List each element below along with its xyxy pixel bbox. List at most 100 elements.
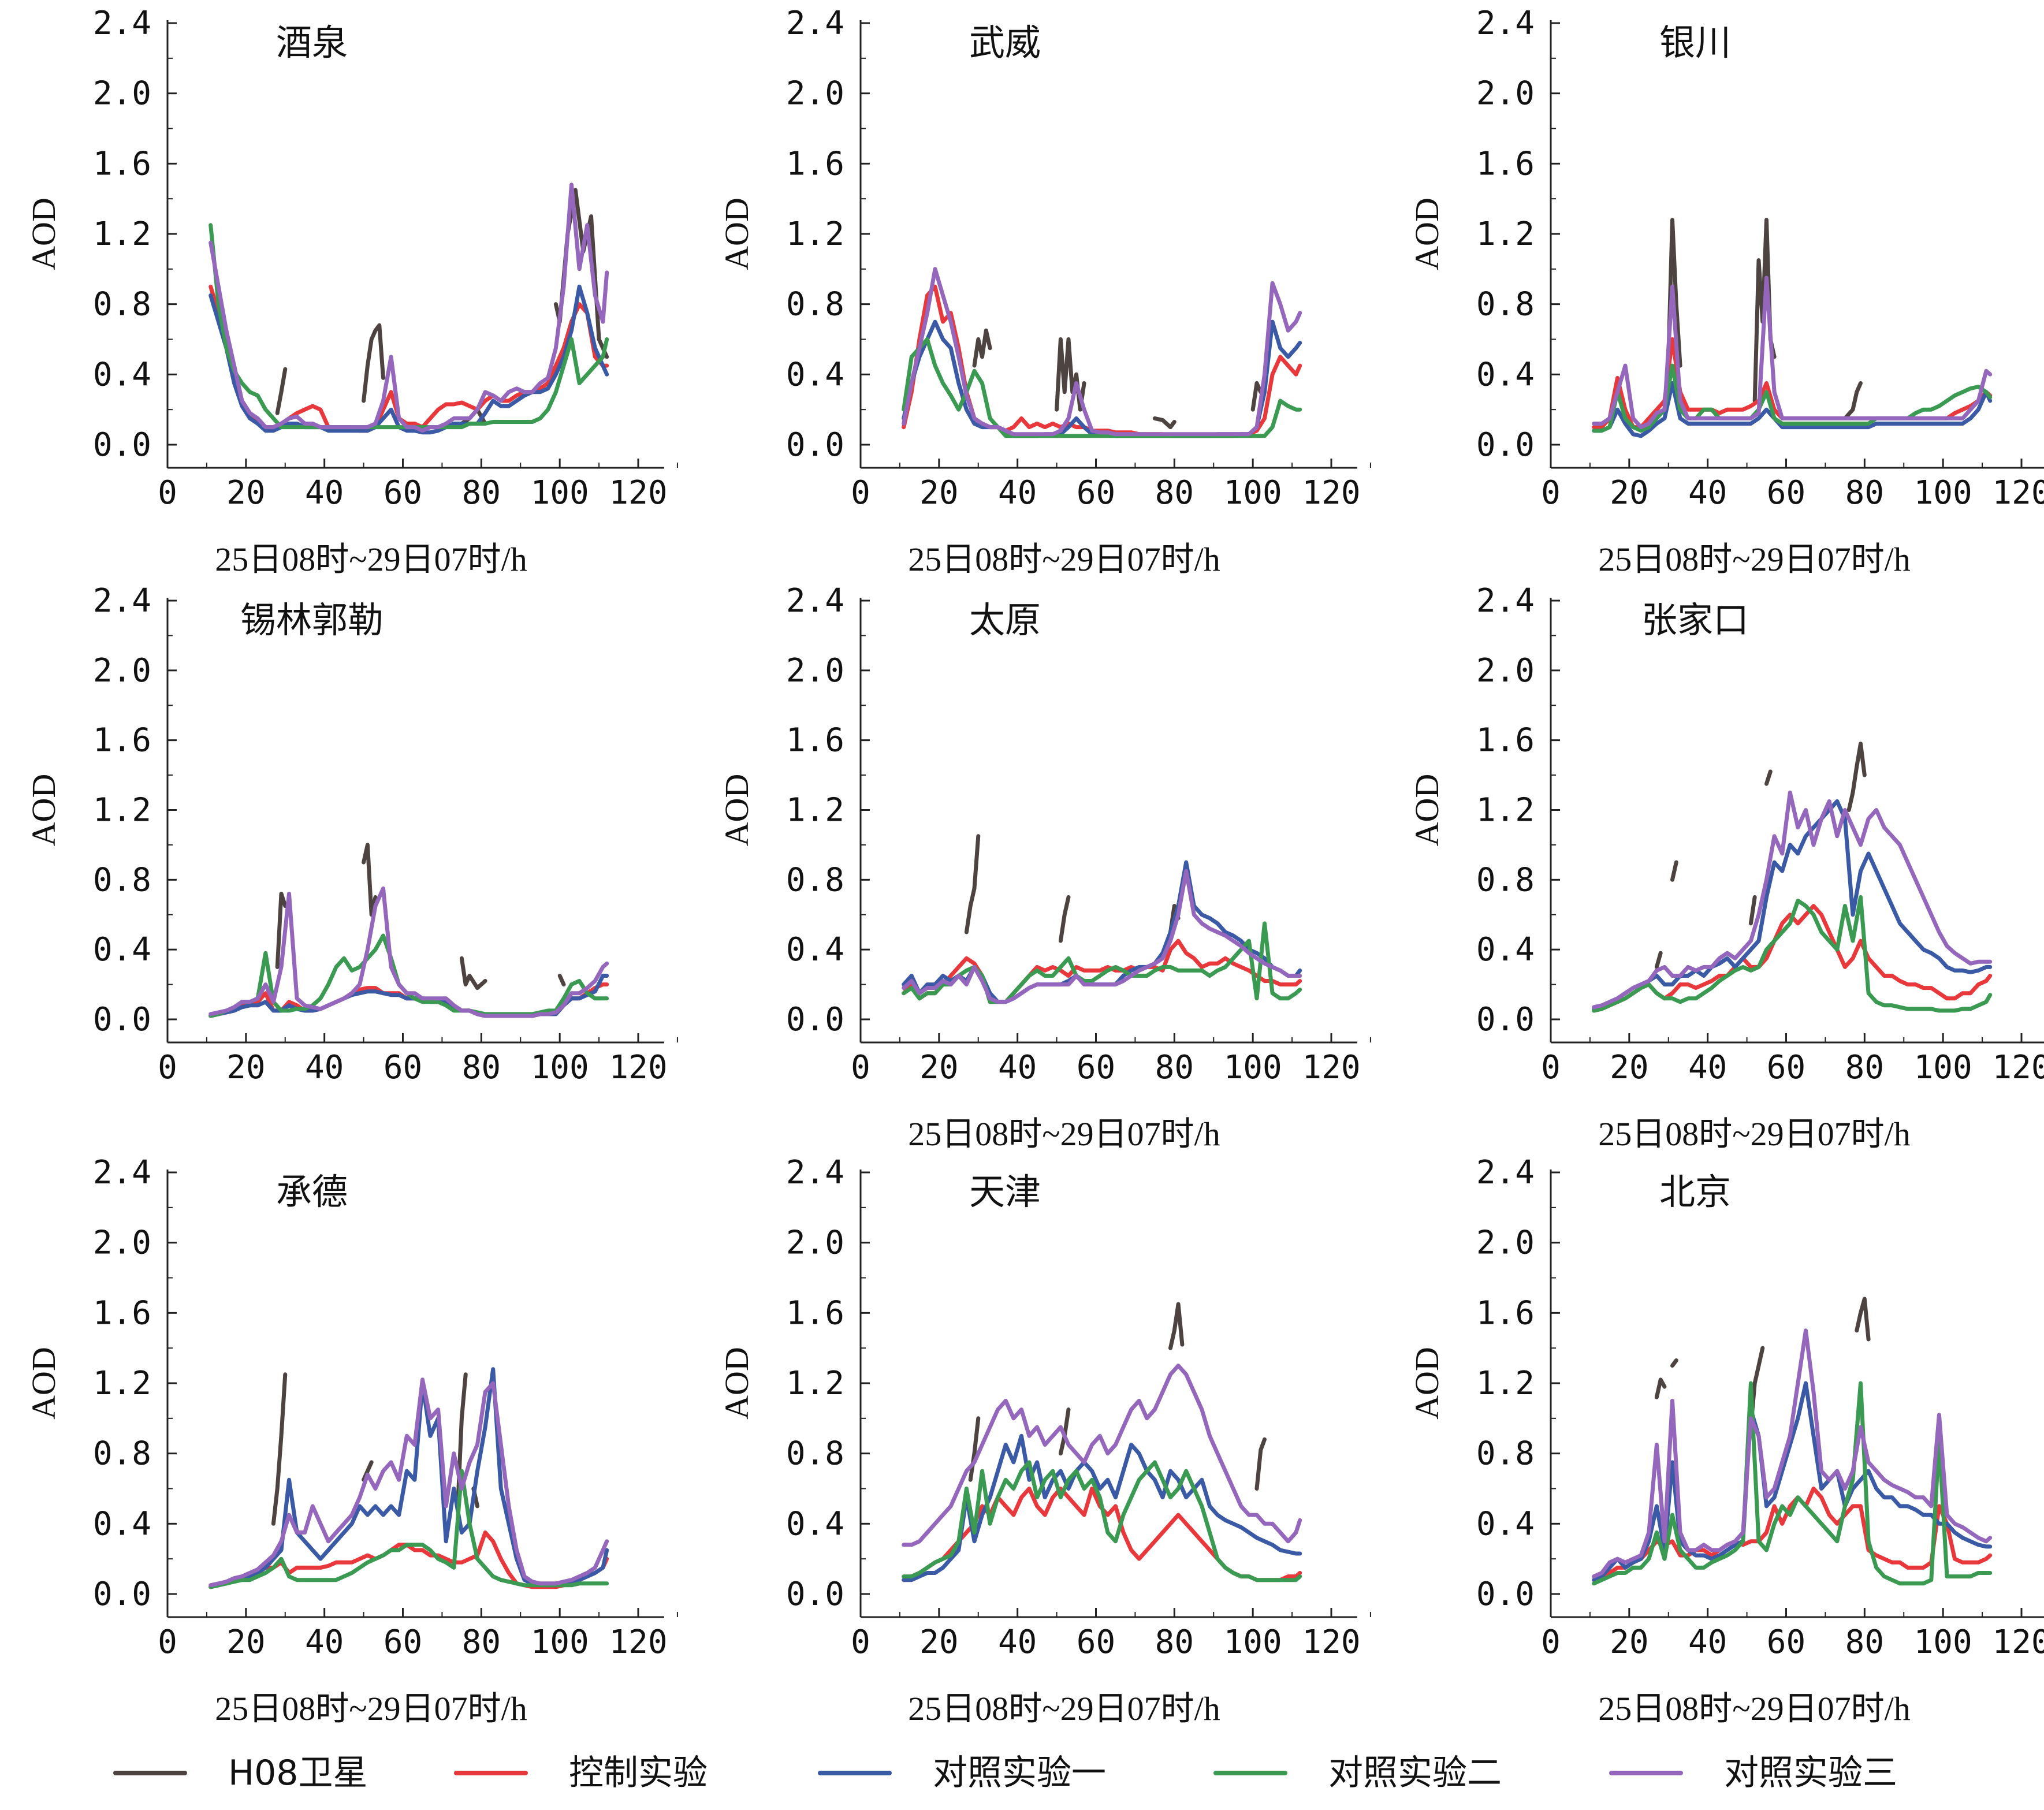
x-tick-label: 60 — [1767, 1049, 1805, 1086]
series-对照实验一 — [1592, 381, 1993, 438]
x-tick-label: 40 — [998, 1623, 1037, 1661]
x-tick-label: 60 — [1767, 474, 1805, 512]
y-tick-label: 1.2 — [93, 1365, 151, 1402]
y-tick-label: 0.4 — [1476, 356, 1535, 393]
y-tick-label: 2.4 — [1476, 1154, 1535, 1191]
series-对照实验三 — [902, 1364, 1302, 1547]
x-tick-label: 80 — [462, 1049, 501, 1086]
y-tick-label: 0.8 — [93, 1435, 151, 1473]
y-tick-label: 1.2 — [93, 792, 151, 829]
x-tick-label: 20 — [226, 1623, 265, 1661]
series-控制实验 — [1592, 337, 1993, 430]
y-tick-label: 1.6 — [786, 722, 844, 759]
series-对照实验二 — [1592, 895, 1993, 1013]
y-axis-label: AOD — [1408, 198, 1446, 270]
series-line-segment — [1846, 742, 1867, 812]
y-tick-label: 0.8 — [1476, 861, 1535, 899]
legend-label: 对照实验二 — [1328, 1753, 1502, 1793]
y-tick-label: 0.8 — [93, 286, 151, 323]
y-tick-label: 1.6 — [1476, 722, 1535, 759]
x-tick-label: 120 — [1302, 474, 1360, 512]
panel-title: 太原 — [969, 599, 1041, 641]
y-tick-label: 0.8 — [786, 286, 844, 323]
series-对照实验三 — [209, 886, 609, 1018]
series-line — [1592, 363, 1993, 433]
x-tick-label: 40 — [1688, 1623, 1727, 1661]
y-tick-label: 0.4 — [1476, 1505, 1535, 1543]
y-tick-label: 0.0 — [1476, 1001, 1535, 1038]
series-控制实验 — [902, 938, 1302, 1004]
series-H08卫星 — [1654, 742, 1867, 969]
series-line-segment — [1254, 1437, 1267, 1491]
series-line-segment — [362, 323, 385, 403]
series-line — [902, 284, 1302, 438]
y-tick-label: 1.2 — [786, 1365, 844, 1402]
series-对照实验二 — [902, 921, 1302, 1004]
series-line — [1592, 1328, 1993, 1579]
y-tick-label: 1.2 — [786, 792, 844, 829]
y-axis-label: AOD — [1408, 1347, 1446, 1420]
series-控制实验 — [902, 284, 1302, 438]
y-tick-label: 0.4 — [786, 1505, 844, 1543]
y-tick-label: 1.2 — [1476, 1365, 1535, 1402]
y-tick-label: 1.2 — [93, 215, 151, 253]
x-tick-label: 100 — [1224, 474, 1282, 512]
x-tick-label: 20 — [919, 1049, 958, 1086]
x-axis-label: 25日08时~29日07时/h — [1598, 541, 1911, 578]
y-tick-label: 1.2 — [1476, 215, 1535, 253]
y-tick-label: 0.0 — [93, 426, 151, 464]
y-tick-label: 1.2 — [786, 215, 844, 253]
x-tick-label: 120 — [1992, 1623, 2044, 1661]
x-tick-label: 80 — [1845, 1623, 1884, 1661]
series-line — [1592, 1381, 1993, 1586]
x-tick-label: 80 — [1155, 474, 1194, 512]
y-tick-label: 1.6 — [786, 145, 844, 183]
y-axis-label: AOD — [25, 1347, 62, 1420]
x-tick-label: 80 — [1155, 1049, 1194, 1086]
y-tick-label: 0.4 — [786, 931, 844, 969]
series-line-segment — [968, 1416, 981, 1482]
y-tick-label: 0.8 — [93, 861, 151, 899]
series-line — [209, 1469, 609, 1589]
series-line — [902, 921, 1302, 1004]
x-tick-label: 80 — [1845, 474, 1884, 512]
x-tick-label: 80 — [1155, 1623, 1194, 1661]
series-line-segment — [362, 843, 378, 917]
series-对照实验二 — [209, 933, 609, 1018]
x-tick-label: 60 — [384, 1623, 422, 1661]
x-tick-label: 20 — [919, 474, 958, 512]
x-tick-label: 100 — [531, 1049, 589, 1086]
x-tick-label: 80 — [1845, 1049, 1884, 1086]
series-line-segment — [1670, 1358, 1678, 1368]
x-tick-label: 120 — [609, 474, 667, 512]
series-line-segment — [1670, 860, 1678, 882]
y-tick-label: 0.0 — [93, 1576, 151, 1613]
panel-4: 0.0 0.4 0.8 1.2 1.6 2.0 2.4 0 20 40 60 80 100 120 AOD 锡… — [25, 582, 678, 1086]
series-line — [209, 183, 609, 433]
series-line — [902, 869, 1302, 1004]
x-axis-label: 25日08时~29日07时/h — [215, 541, 527, 578]
x-axis-label: 25日08时~29日07时/h — [908, 1690, 1220, 1727]
series-对照实验一 — [209, 284, 609, 435]
series-line-segment — [1250, 381, 1263, 412]
y-tick-label: 0.4 — [93, 931, 151, 969]
series-对照实验一 — [209, 1367, 609, 1589]
panel-title: 天津 — [969, 1171, 1041, 1213]
y-tick-label: 2.0 — [1476, 75, 1535, 113]
y-tick-label: 2.4 — [786, 5, 844, 42]
series-对照实验三 — [1592, 790, 1993, 1010]
series-对照实验二 — [1592, 363, 1993, 433]
x-tick-label: 100 — [1224, 1049, 1282, 1086]
panel-2: 0.0 0.4 0.8 1.2 1.6 2.0 2.4 0 20 40 60 80 100 120 AOD 2… — [718, 5, 1371, 578]
x-tick-label: 80 — [462, 474, 501, 512]
x-tick-label: 60 — [384, 474, 422, 512]
x-tick-label: 0 — [158, 474, 177, 512]
legend-label: 控制实验 — [569, 1753, 708, 1793]
x-axis-label: 25日08时~29日07时/h — [908, 1115, 1220, 1153]
y-tick-label: 0.4 — [786, 356, 844, 393]
x-tick-label: 120 — [1302, 1623, 1360, 1661]
series-line-segment — [557, 974, 566, 987]
legend-label: H08卫星 — [228, 1753, 367, 1793]
y-tick-label: 0.0 — [786, 1576, 844, 1613]
x-tick-label: 120 — [1992, 474, 2044, 512]
